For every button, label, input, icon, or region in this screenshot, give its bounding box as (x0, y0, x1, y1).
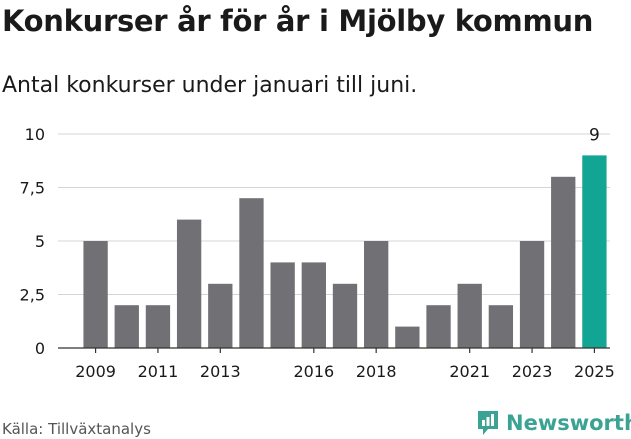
y-tick-label: 0 (35, 339, 45, 358)
bar (519, 241, 545, 348)
chart-title: Konkurser år för år i Mjölby kommun (2, 4, 594, 38)
x-tick-label: 2016 (293, 362, 334, 381)
x-tick-label: 2009 (75, 362, 116, 381)
bar (457, 283, 482, 348)
y-tick-label: 2,5 (20, 286, 45, 305)
x-tick-label: 2013 (200, 362, 241, 381)
x-tick-label: 2011 (138, 362, 179, 381)
brand-logo: Newsworthy (476, 408, 631, 438)
y-axis: 0 2,5 5 7,5 10 (20, 125, 45, 358)
bar (488, 305, 514, 348)
bar (551, 176, 576, 348)
highlight-value-label: 9 (589, 125, 600, 145)
bar (239, 198, 264, 348)
bar (145, 305, 171, 348)
bar (83, 241, 108, 348)
chart-subtitle: Antal konkurser under januari till juni. (2, 73, 418, 98)
y-tick-label: 10 (25, 125, 45, 144)
bar (582, 155, 607, 348)
source-note: Källa: Tillväxtanalys (2, 420, 151, 438)
bars (83, 155, 607, 348)
y-tick-label: 7,5 (20, 179, 45, 198)
bar (114, 305, 139, 348)
bar (364, 241, 389, 348)
bar (208, 283, 233, 348)
annotations: 9 (589, 125, 600, 145)
bar (270, 262, 295, 348)
bar (301, 262, 326, 348)
bar-chart: 02,557,510 2009 2011 2013 2016 2018 2021 2023 2… (20, 125, 615, 381)
bar (176, 219, 202, 348)
bar (332, 283, 358, 348)
x-tick-label: 2018 (356, 362, 397, 381)
x-tick-label: 2025 (574, 362, 615, 381)
x-tick-label: 2021 (449, 362, 490, 381)
bar (395, 326, 420, 348)
x-tick-label: 2023 (512, 362, 553, 381)
bar (426, 305, 451, 348)
y-tick-label: 5 (35, 232, 45, 251)
brand-name: Newsworthy (506, 411, 631, 435)
x-axis: 2009 2011 2013 2016 2018 2021 2023 2025 (58, 347, 615, 381)
newsworthy-logo-icon (478, 411, 498, 435)
